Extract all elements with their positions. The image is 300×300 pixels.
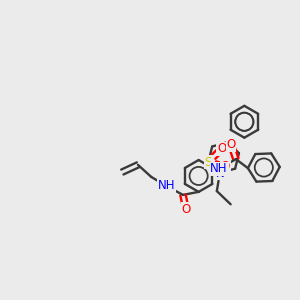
Text: O: O	[220, 160, 230, 173]
Text: O: O	[217, 142, 226, 155]
Text: N: N	[215, 167, 224, 179]
Text: NH: NH	[158, 179, 175, 192]
Text: O: O	[226, 138, 236, 151]
Text: NH: NH	[210, 162, 228, 175]
Text: O: O	[182, 203, 190, 216]
Text: S: S	[205, 155, 212, 169]
